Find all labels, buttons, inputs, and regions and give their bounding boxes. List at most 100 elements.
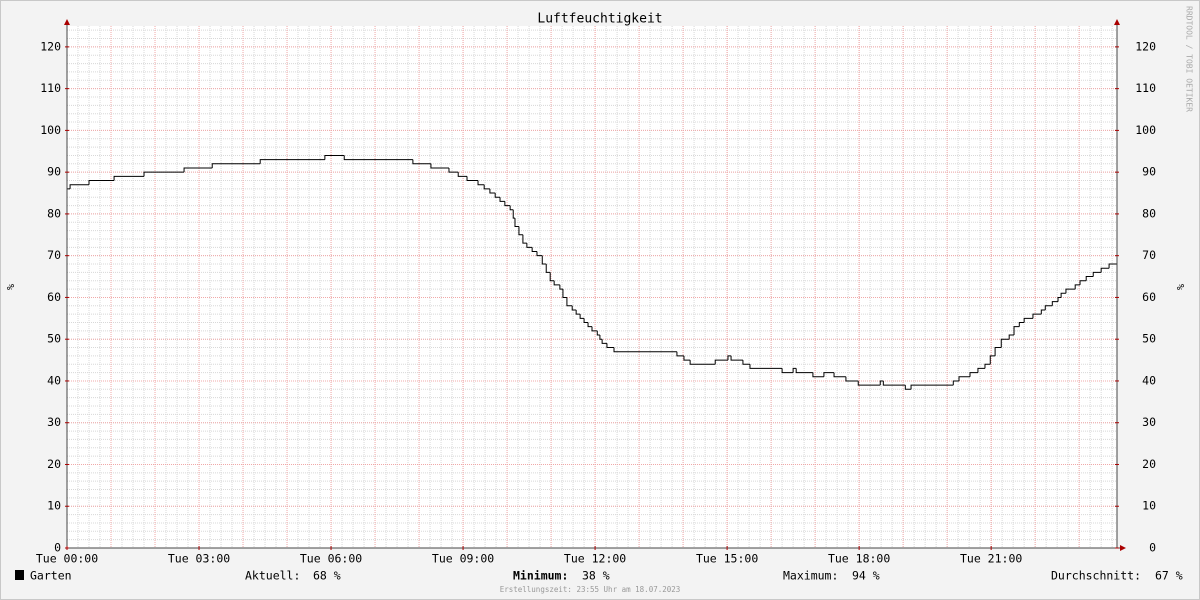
line-step (1032, 313, 1042, 319)
line-step (536, 251, 543, 257)
line-step (1008, 334, 1015, 340)
line-step (457, 172, 468, 177)
line-step (1018, 321, 1025, 327)
stat-value: 94 % (852, 569, 880, 583)
y2-tick-label: 70 (1142, 248, 1156, 262)
line-step (606, 343, 615, 349)
line-step (553, 280, 560, 286)
line-step (714, 359, 728, 365)
stat-value: 67 % (1155, 569, 1183, 583)
line-step (977, 367, 985, 373)
y2-axis-label: % (1174, 284, 1185, 290)
line-step (549, 272, 555, 282)
x-tick-label: Tue 21:00 (960, 552, 1022, 566)
y-tick-label: 70 (47, 248, 61, 262)
y-tick-label: 20 (47, 457, 61, 471)
y-tick-label: 10 (47, 499, 61, 513)
x-tick-label: Tue 18:00 (828, 552, 890, 566)
y2-tick-label: 40 (1142, 373, 1156, 387)
line-step (845, 376, 859, 382)
x-tick-label: Tue 00:00 (36, 552, 98, 566)
line-step (583, 318, 589, 323)
y2-tick-label: 10 (1142, 499, 1156, 513)
line-step (969, 372, 978, 377)
line-step (730, 355, 743, 361)
axis-arrow (64, 19, 70, 25)
line-step (509, 205, 514, 211)
line-step (1057, 296, 1062, 302)
line-step (727, 355, 732, 361)
line-step (526, 243, 533, 248)
line-step (466, 176, 479, 182)
y2-tick-label: 100 (1135, 123, 1156, 137)
line-step (183, 167, 213, 173)
watermark: RRDTOOL / TOBI OETIKER (1185, 6, 1194, 112)
line-step (613, 347, 677, 353)
x-tick-label: Tue 12:00 (564, 552, 626, 566)
line-step (1100, 267, 1110, 273)
line-step (1051, 301, 1059, 306)
y2-tick-label: 0 (1149, 541, 1156, 555)
line-step (324, 154, 345, 160)
line-step (833, 372, 846, 378)
y-tick-label: 90 (47, 165, 61, 179)
line-step (489, 188, 496, 194)
line-step (579, 314, 585, 319)
line-step (559, 284, 563, 290)
legend-label: Garten (30, 569, 72, 583)
line-step (499, 197, 505, 202)
line-step (566, 297, 573, 307)
y2-tick-label: 80 (1142, 206, 1156, 220)
line-step (742, 360, 750, 365)
y-tick-label: 0 (54, 541, 61, 555)
line-step (88, 180, 115, 185)
line-step (483, 184, 490, 190)
y-tick-label: 80 (47, 206, 61, 220)
line-step (545, 264, 551, 273)
line-step (952, 380, 960, 386)
line-step (343, 155, 413, 161)
stat-value: 68 % (313, 569, 341, 583)
line-step (1108, 263, 1117, 269)
y2-tick-label: 30 (1142, 415, 1156, 429)
line-step (1065, 288, 1076, 294)
line-step (494, 193, 501, 198)
y2-tick-label: 20 (1142, 457, 1156, 471)
line-step (989, 355, 996, 365)
x-tick-label: Tue 09:00 (432, 552, 494, 566)
line-step (143, 171, 185, 177)
x-tick-label: Tue 03:00 (168, 552, 230, 566)
line-step (879, 380, 884, 386)
y-tick-label: 30 (47, 415, 61, 429)
line-step (562, 289, 567, 298)
axis-arrow (1120, 545, 1126, 551)
y-tick-label: 50 (47, 332, 61, 346)
line-step (1079, 280, 1087, 285)
legend-swatch (15, 570, 24, 580)
line-step (689, 360, 716, 365)
y2-tick-label: 50 (1142, 332, 1156, 346)
line-step (504, 201, 511, 207)
line-step (1085, 276, 1094, 281)
line-step (1060, 292, 1066, 298)
y-tick-label: 40 (47, 373, 61, 387)
y-axis-label: % (4, 284, 15, 290)
line-step (994, 347, 1002, 356)
line-step (69, 184, 90, 189)
line-step (1000, 338, 1010, 348)
line-step (1074, 284, 1081, 290)
x-tick-label: Tue 06:00 (300, 552, 362, 566)
stat-value: 38 % (582, 569, 610, 583)
line-step (599, 335, 603, 340)
line-step (1092, 271, 1102, 277)
line-step (749, 364, 783, 369)
line-step (823, 372, 835, 377)
line-step (430, 163, 449, 169)
line-step (412, 159, 431, 165)
y2-tick-label: 90 (1142, 165, 1156, 179)
line-step (904, 385, 912, 390)
line-step (522, 234, 527, 244)
y2-tick-label: 110 (1135, 81, 1156, 95)
line-step (792, 367, 797, 373)
